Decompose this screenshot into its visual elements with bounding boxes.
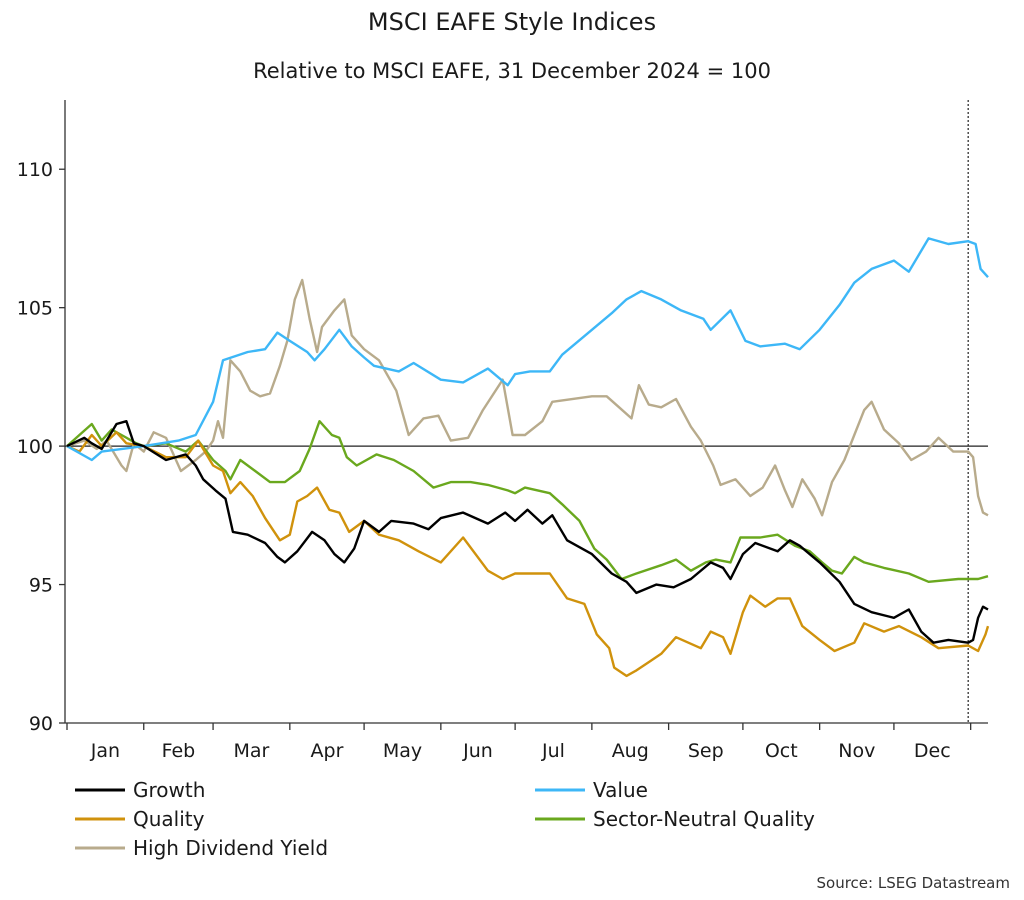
- y-tick-label: 105: [17, 298, 53, 320]
- y-tick-label: 90: [29, 713, 53, 735]
- x-tick-label: Dec: [914, 740, 951, 762]
- x-tick-label: Jul: [541, 740, 565, 762]
- series-line-sector-neutral-quality: [66, 420, 989, 583]
- y-tick-label: 110: [17, 159, 53, 181]
- source-note: Source: LSEG Datastream: [817, 874, 1010, 892]
- series-line-quality: [66, 431, 990, 678]
- legend-label: High Dividend Yield: [133, 836, 328, 860]
- x-tick-label: Jan: [90, 740, 120, 762]
- x-tick-label: Feb: [162, 740, 196, 762]
- legend-label: Sector-Neutral Quality: [593, 807, 815, 831]
- x-tick-label: Oct: [765, 740, 798, 762]
- y-tick-label: 95: [29, 575, 53, 597]
- chart-title: MSCI EAFE Style Indices: [368, 8, 656, 36]
- x-tick-label: Aug: [612, 740, 649, 762]
- y-tick-label: 100: [17, 436, 53, 458]
- x-tick-label: Mar: [234, 740, 270, 762]
- axes: 90 95 100 105 110 Jan Feb Mar Apr May Jun Jul Aug Sep…: [17, 100, 988, 762]
- x-tick-label: Nov: [838, 740, 875, 762]
- x-tick-label: Sep: [688, 740, 724, 762]
- x-tick-label: Jun: [462, 740, 493, 762]
- legend-label: Value: [593, 778, 648, 802]
- legend-label: Quality: [133, 807, 205, 831]
- x-tick-label: May: [383, 740, 422, 762]
- x-tick-label: Apr: [311, 740, 344, 762]
- series-lines: [66, 237, 990, 678]
- chart-subtitle: Relative to MSCI EAFE, 31 December 2024 …: [253, 59, 771, 83]
- series-line-growth: [66, 420, 989, 644]
- series-line-value: [66, 237, 989, 462]
- series-line-high-dividend-yield: [66, 278, 989, 517]
- legend-label: Growth: [133, 778, 205, 802]
- legend: Growth Value Quality Sector-Neutral Quality…: [75, 778, 815, 860]
